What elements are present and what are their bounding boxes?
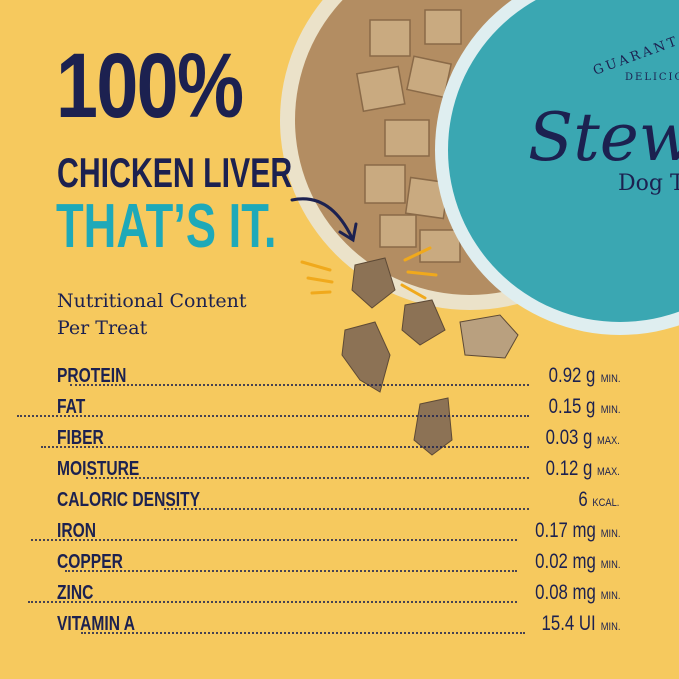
dot-leader	[69, 383, 529, 386]
nutrient-value: 0.15 g	[549, 395, 596, 418]
dot-leader	[86, 476, 529, 479]
arrow-icon	[290, 197, 358, 243]
nutrition-table: PROTEIN 0.92 g MIN. FAT 0.15 g MIN. FIBER 0.03 …	[17, 364, 622, 643]
dot-leader	[65, 569, 517, 572]
lid-subtitle: Dog T	[618, 171, 679, 196]
nutrient-row: PROTEIN 0.92 g MIN.	[57, 364, 622, 395]
nutrient-label: MOISTURE	[57, 458, 140, 480]
headline-percent: 100%	[56, 35, 244, 137]
falling-treats	[341, 257, 519, 456]
nutrient-value: 0.03 g	[545, 426, 593, 449]
nutrient-value: 0.08 mg	[535, 581, 596, 604]
nutrient-qualifier: KCAL.	[592, 497, 620, 509]
nutrient-value: 15.4 UI	[541, 612, 596, 635]
nutrient-row: MOISTURE 0.12 g MAX.	[57, 457, 622, 488]
dot-leader	[27, 600, 517, 603]
nutrient-value: 0.12 g	[545, 457, 593, 480]
nutrient-value: 6	[577, 488, 588, 511]
nutrient-value: 0.92 g	[549, 364, 596, 387]
dot-leader	[40, 445, 529, 448]
nutrient-label: ZINC	[57, 582, 94, 604]
brand-logo: Stew	[528, 99, 679, 176]
nutrient-qualifier: MAX.	[597, 435, 620, 447]
dot-leader	[164, 507, 529, 510]
nutrient-value: 0.02 mg	[535, 550, 596, 573]
nutrient-row: CALORIC DENSITY 6 KCAL.	[57, 488, 622, 519]
nutrient-qualifier: MIN.	[600, 373, 621, 385]
nutrient-qualifier: MIN.	[600, 590, 621, 602]
nutrient-row: COPPER 0.02 mg MIN.	[57, 550, 622, 581]
nutrient-label: IRON	[57, 520, 96, 542]
nutrient-qualifier: MIN.	[600, 404, 621, 416]
dot-leader	[80, 631, 526, 634]
nutrient-row: ZINC 0.08 mg MIN.	[27, 581, 622, 612]
nutrient-row: FIBER 0.03 g MAX.	[40, 426, 622, 457]
nutrient-qualifier: MIN.	[600, 528, 621, 540]
nutrition-heading-line2: Per Treat	[57, 317, 148, 339]
dot-leader	[17, 414, 529, 417]
nutrient-label: FAT	[57, 396, 86, 418]
headline-tagline: THAT’S IT.	[56, 192, 277, 261]
nutrient-label: COPPER	[57, 551, 123, 573]
dot-leader	[30, 538, 517, 541]
nutrient-label: FIBER	[57, 427, 104, 449]
nutrient-row: FAT 0.15 g MIN.	[17, 395, 622, 426]
nutrient-label: VITAMIN A	[57, 613, 135, 635]
nutrition-heading: Nutritional Content Per Treat	[57, 288, 246, 342]
lid-arc-text-2: DELICIOU	[625, 72, 679, 83]
nutrient-label: PROTEIN	[57, 365, 127, 387]
nutrient-qualifier: MAX.	[597, 466, 620, 478]
nutrient-row: IRON 0.17 mg MIN.	[30, 519, 622, 550]
nutrient-value: 0.17 mg	[535, 519, 596, 542]
headline-product: CHICKEN LIVER	[57, 149, 293, 196]
motion-lines	[300, 246, 438, 300]
nutrient-qualifier: MIN.	[600, 559, 621, 571]
nutrient-row: VITAMIN A 15.4 UI MIN.	[57, 612, 622, 643]
nutrient-label: CALORIC DENSITY	[57, 489, 201, 511]
nutrition-heading-line1: Nutritional Content	[57, 290, 247, 312]
product-lid: GUARANT DELICIOU Stew Dog T	[435, 0, 679, 335]
nutrient-qualifier: MIN.	[600, 621, 621, 633]
